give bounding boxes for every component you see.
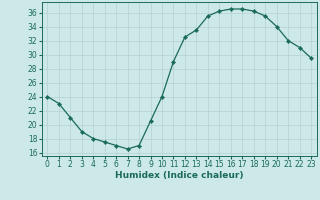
X-axis label: Humidex (Indice chaleur): Humidex (Indice chaleur) (115, 171, 244, 180)
